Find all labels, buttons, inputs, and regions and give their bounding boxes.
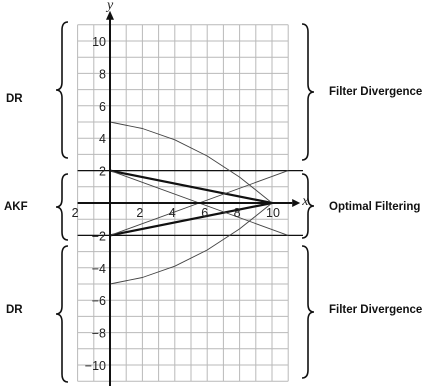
brace-left-top bbox=[55, 21, 69, 159]
y-tick-label: 8 bbox=[99, 67, 106, 81]
tick-labels: 2 2 4 6 8 10 10 8 6 4 2 −2 −4 −6 −8 −10 bbox=[72, 35, 280, 373]
axes: x y bbox=[77, 0, 309, 386]
brace-left-bottom bbox=[55, 245, 69, 383]
y-axis-letter: y bbox=[105, 0, 114, 13]
y-tick-label: 2 bbox=[99, 165, 106, 179]
label-filter-divergence-top: Filter Divergence bbox=[329, 86, 422, 98]
x-tick-label: 8 bbox=[234, 206, 241, 220]
brace-right-top bbox=[301, 23, 315, 161]
y-tick-label: 10 bbox=[92, 35, 106, 49]
y-tick-label: −6 bbox=[92, 294, 106, 308]
y-tick-label: −10 bbox=[85, 359, 106, 373]
y-tick-label: −8 bbox=[92, 327, 106, 341]
x-axis-letter: x bbox=[301, 194, 309, 209]
x-tick-label: 6 bbox=[201, 206, 208, 220]
estimate-line bbox=[109, 201, 273, 237]
divergence-curve bbox=[109, 202, 273, 285]
brace-right-bottom bbox=[301, 245, 315, 379]
x-tick-label: 2 bbox=[136, 206, 143, 220]
y-tick-label: 6 bbox=[99, 100, 106, 114]
y-tick-label: −2 bbox=[92, 229, 106, 243]
label-optimal-filtering: Optimal Filtering bbox=[329, 201, 420, 213]
x-axis-arrowhead bbox=[292, 199, 301, 207]
label-akf: AKF bbox=[4, 201, 28, 213]
y-tick-label: 4 bbox=[99, 132, 106, 146]
x-tick-label: 2 bbox=[72, 206, 79, 220]
label-dr-bottom: DR bbox=[6, 304, 23, 316]
brace-right-middle bbox=[301, 173, 315, 239]
x-tick-label: 4 bbox=[169, 206, 176, 220]
label-dr-top: DR bbox=[6, 93, 23, 105]
divergence-curve bbox=[109, 121, 273, 204]
brace-left-middle bbox=[55, 173, 69, 241]
y-tick-label: −4 bbox=[92, 262, 106, 276]
estimate-line bbox=[109, 169, 273, 205]
label-filter-divergence-bottom: Filter Divergence bbox=[329, 304, 422, 316]
braces bbox=[55, 21, 315, 383]
x-tick-label: 10 bbox=[266, 206, 280, 220]
y-axis-arrowhead-up bbox=[106, 10, 114, 20]
